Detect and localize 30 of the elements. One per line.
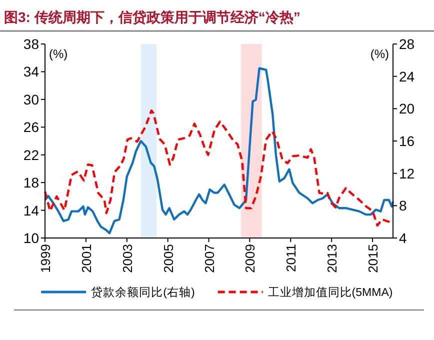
y2-tick-label: 8 [399,198,407,214]
legend-label: 工业增加值同比(5MMA) [268,286,393,299]
legend-label: 贷款余额同比(右轴) [91,285,195,299]
y2-tick-label: 16 [399,133,415,149]
y2-tick-label: 24 [399,68,415,84]
chart-title: 图3: 传统周期下，信贷政策用于调节经济“冷热” [4,9,300,25]
y-tick-label: 30 [23,91,40,108]
y2-tick-label: 4 [399,230,407,246]
y-tick-label: 34 [23,64,40,80]
x-tick-label: 2011 [284,244,299,272]
x-tick-label: 2015 [366,244,381,273]
y2-tick-label: 28 [399,36,415,52]
x-tick-label: 2007 [202,244,217,273]
x-tick-label: 2001 [78,244,94,273]
x-tick-label: 2003 [120,244,135,273]
y-tick-label: 26 [23,119,40,136]
y2-tick-label: 12 [399,165,415,182]
y-tick-label: 14 [23,202,40,218]
y-tick-label: 18 [23,174,40,191]
y2-tick-label: 20 [399,100,415,117]
x-tick-label: 2009 [242,244,258,273]
x-tick-label: 2005 [160,244,176,273]
x-tick-label: 1999 [38,244,53,273]
x-tick-label: 2013 [324,244,340,273]
y-tick-label: 22 [23,146,40,163]
line-series [44,67,394,234]
y-tick-label: 38 [23,36,40,52]
y-axis-title: (%) [49,47,68,61]
y2-axis-title: (%) [370,47,389,61]
y-tick-label: 10 [23,230,40,246]
